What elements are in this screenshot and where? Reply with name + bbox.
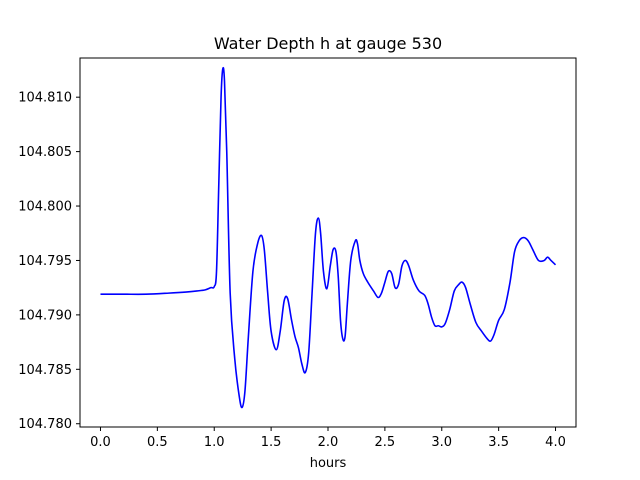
series-layer	[100, 66, 557, 409]
x-tick-label: 2.5	[375, 435, 396, 450]
y-tick-label: 104.800	[18, 200, 72, 215]
y-tick-label: 104.805	[18, 145, 72, 160]
x-tick-label: 1.5	[261, 435, 282, 450]
y-axis-ticks: 104.780 104.785 104.790 104.795 104.800 104.8…	[18, 91, 80, 432]
y-tick-label: 104.785	[18, 363, 72, 378]
plot-frame	[79, 57, 577, 428]
x-axis-ticks: 0.0 0.5 1.0 1.5 2.0 2.5 3.0 3.5 4.0	[90, 427, 566, 450]
x-tick-label: 1.0	[204, 435, 225, 450]
y-tick-label: 104.780	[18, 417, 72, 432]
y-tick-label: 104.810	[18, 91, 72, 106]
x-axis-label: hours	[310, 456, 347, 471]
chart-title: Water Depth h at gauge 530	[214, 34, 442, 53]
y-tick-label: 104.795	[18, 254, 72, 269]
y-tick-label: 104.790	[18, 308, 72, 323]
x-tick-label: 4.0	[545, 435, 566, 450]
x-tick-label: 3.5	[488, 435, 509, 450]
series-line	[100, 66, 557, 409]
x-tick-label: 0.0	[90, 435, 111, 450]
x-tick-label: 2.0	[318, 435, 339, 450]
x-tick-label: 3.0	[431, 435, 452, 450]
x-tick-label: 0.5	[147, 435, 168, 450]
